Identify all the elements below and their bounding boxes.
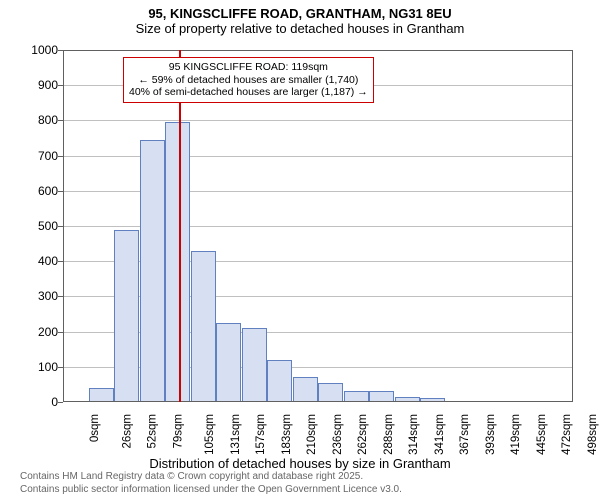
page-title-address: 95, KINGSCLIFFE ROAD, GRANTHAM, NG31 8EU	[0, 6, 600, 21]
annotation-box: 95 KINGSCLIFFE ROAD: 119sqm← 59% of deta…	[123, 57, 374, 103]
annotation-line1: 95 KINGSCLIFFE ROAD: 119sqm	[129, 61, 368, 74]
y-tick-label: 700	[8, 149, 58, 163]
x-tick-label: 183sqm	[280, 414, 292, 455]
x-tick-label: 52sqm	[147, 414, 159, 449]
y-tick-label: 300	[8, 289, 58, 303]
y-tick-label: 100	[8, 360, 58, 374]
y-tick-label: 400	[8, 254, 58, 268]
x-tick-label: 236sqm	[331, 414, 343, 455]
x-tick-label: 157sqm	[255, 414, 267, 455]
x-tick-label: 445sqm	[535, 414, 547, 455]
x-tick-label: 367sqm	[459, 414, 471, 455]
y-tick-label: 0	[8, 395, 58, 409]
x-tick-label: 210sqm	[306, 414, 318, 455]
x-tick-label: 341sqm	[433, 414, 445, 455]
annotation-line2: ← 59% of detached houses are smaller (1,…	[129, 74, 368, 87]
x-tick-label: 472sqm	[561, 414, 573, 455]
y-tick-mark	[58, 402, 63, 403]
x-tick-label: 288sqm	[382, 414, 394, 455]
chart-plot-area: 95 KINGSCLIFFE ROAD: 119sqm← 59% of deta…	[63, 50, 573, 402]
plot-border	[63, 50, 573, 402]
page-title-subtitle: Size of property relative to detached ho…	[0, 21, 600, 36]
y-tick-label: 500	[8, 219, 58, 233]
x-tick-label: 26sqm	[121, 414, 133, 449]
x-tick-label: 498sqm	[586, 414, 598, 455]
x-tick-label: 262sqm	[357, 414, 369, 455]
y-tick-label: 200	[8, 325, 58, 339]
x-axis-label: Distribution of detached houses by size …	[0, 456, 600, 471]
x-tick-label: 131sqm	[229, 414, 241, 455]
annotation-line3: 40% of semi-detached houses are larger (…	[129, 86, 368, 99]
y-tick-label: 1000	[8, 43, 58, 57]
marker-line	[179, 50, 181, 402]
x-tick-label: 314sqm	[408, 414, 420, 455]
y-tick-label: 800	[8, 113, 58, 127]
x-tick-label: 419sqm	[510, 414, 522, 455]
footer-attribution: Contains HM Land Registry data © Crown c…	[20, 471, 402, 496]
footer-line2: Contains public sector information licen…	[20, 484, 402, 497]
x-tick-label: 0sqm	[89, 414, 101, 442]
x-tick-label: 79sqm	[172, 414, 184, 449]
y-tick-label: 900	[8, 78, 58, 92]
x-tick-label: 105sqm	[204, 414, 216, 455]
x-tick-label: 393sqm	[484, 414, 496, 455]
y-tick-label: 600	[8, 184, 58, 198]
footer-line1: Contains HM Land Registry data © Crown c…	[20, 471, 402, 484]
